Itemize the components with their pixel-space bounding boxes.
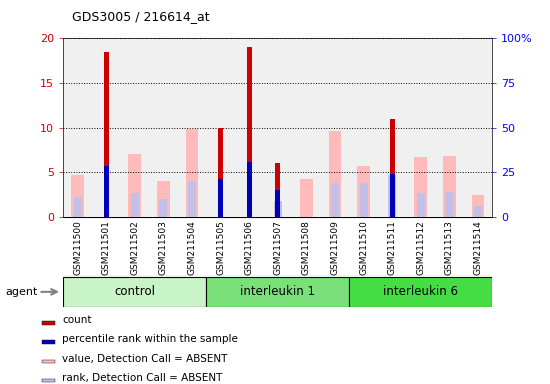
Text: GSM211513: GSM211513	[445, 220, 454, 275]
Bar	[471, 195, 485, 217]
Text: rank, Detection Call = ABSENT: rank, Detection Call = ABSENT	[62, 373, 223, 383]
Bar	[331, 183, 339, 217]
Text: GSM211503: GSM211503	[159, 220, 168, 275]
Bar	[246, 47, 252, 217]
Bar	[443, 156, 456, 217]
Bar	[474, 206, 482, 217]
Bar	[185, 129, 199, 217]
Text: value, Detection Call = ABSENT: value, Detection Call = ABSENT	[62, 354, 228, 364]
Bar	[42, 321, 55, 325]
Bar	[42, 379, 55, 382]
Text: percentile rank within the sample: percentile rank within the sample	[62, 334, 238, 344]
Text: GSM211506: GSM211506	[245, 220, 254, 275]
Bar	[360, 183, 367, 217]
Text: GSM211507: GSM211507	[273, 220, 282, 275]
Bar	[246, 162, 252, 217]
Bar	[131, 193, 139, 217]
Bar	[42, 359, 55, 363]
Bar	[74, 197, 81, 217]
Bar	[328, 131, 342, 217]
Text: GSM211505: GSM211505	[216, 220, 225, 275]
Bar	[63, 277, 206, 306]
Bar	[389, 119, 395, 217]
Bar	[300, 179, 313, 217]
Text: GDS3005 / 216614_at: GDS3005 / 216614_at	[72, 10, 209, 23]
Bar	[103, 52, 109, 217]
Text: GSM211504: GSM211504	[188, 220, 196, 275]
Text: GSM211510: GSM211510	[359, 220, 368, 275]
Text: count: count	[62, 315, 92, 325]
Bar	[446, 192, 453, 217]
Bar	[218, 127, 223, 217]
Text: GSM211509: GSM211509	[331, 220, 339, 275]
Text: GSM211512: GSM211512	[416, 220, 425, 275]
Text: interleukin 6: interleukin 6	[383, 285, 458, 298]
Bar	[218, 179, 223, 217]
Bar	[128, 154, 141, 217]
Bar	[157, 181, 170, 217]
Bar	[103, 166, 109, 217]
Bar	[349, 277, 492, 306]
Text: GSM211500: GSM211500	[73, 220, 82, 275]
Bar	[275, 164, 280, 217]
Text: GSM211508: GSM211508	[302, 220, 311, 275]
Bar	[274, 201, 282, 217]
Bar	[206, 277, 349, 306]
Text: GSM211501: GSM211501	[102, 220, 111, 275]
Bar	[389, 174, 395, 217]
Bar	[414, 157, 427, 217]
Bar	[388, 175, 396, 217]
Bar	[160, 199, 167, 217]
Bar	[188, 181, 196, 217]
Text: agent: agent	[6, 287, 38, 297]
Text: GSM211514: GSM211514	[474, 220, 482, 275]
Text: GSM211511: GSM211511	[388, 220, 397, 275]
Bar	[417, 193, 425, 217]
Text: GSM211502: GSM211502	[130, 220, 139, 275]
Text: interleukin 1: interleukin 1	[240, 285, 315, 298]
Bar	[275, 190, 280, 217]
Bar	[71, 175, 84, 217]
Bar	[357, 166, 370, 217]
Bar	[42, 340, 55, 344]
Text: control: control	[114, 285, 155, 298]
